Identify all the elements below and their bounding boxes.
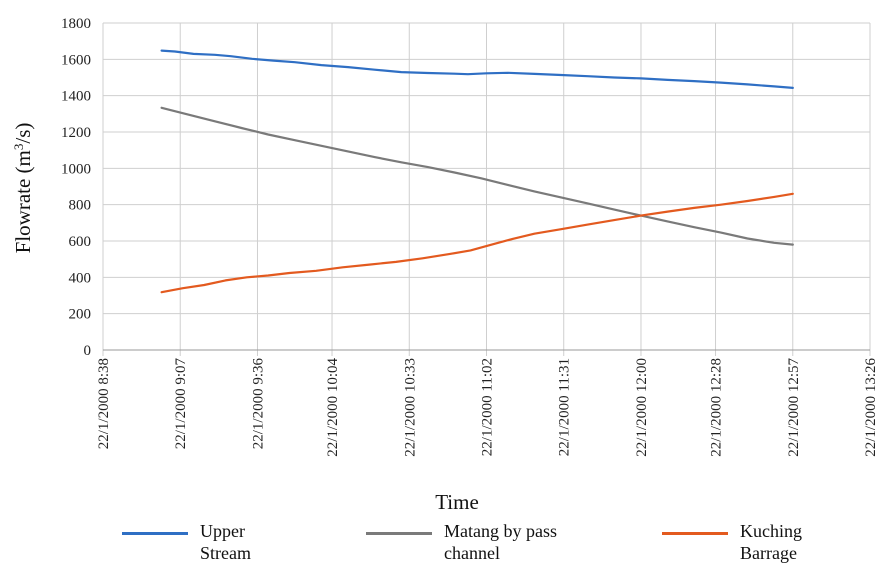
x-tick-label: 22/1/2000 9:07 [173, 358, 189, 450]
legend: Upper Stream Matang by pass channel Kuch… [0, 520, 891, 564]
y-tick-label: 800 [69, 198, 92, 214]
y-tick-label: 1000 [61, 161, 91, 177]
x-tick-label: 22/1/2000 9:36 [250, 358, 266, 450]
x-tick-label: 22/1/2000 12:28 [709, 358, 725, 457]
x-axis-ticks: 22/1/2000 8:38 22/1/2000 9:07 22/1/2000 9:… [96, 358, 879, 457]
grid [102, 22, 871, 356]
y-tick-label: 1200 [61, 125, 91, 141]
y-tick-label: 600 [69, 234, 92, 250]
legend-label-upper-stream: Upper Stream [200, 521, 251, 563]
y-tick-label: 400 [69, 270, 92, 286]
legend-swatch-kuching-barrage [662, 532, 728, 535]
x-axis-title: Time [435, 490, 479, 514]
legend-label-matang-by-pass: Matang by pass channel [444, 521, 557, 563]
y-tick-label: 1800 [61, 16, 91, 32]
series-lines [160, 49, 794, 294]
y-axis-title: Flowrate (m3/s) [11, 123, 35, 254]
legend-item-matang-by-pass: Matang by pass channel [366, 520, 557, 564]
series-line-matang-by-pass-channel [160, 106, 794, 246]
series-line-upper-stream [160, 49, 794, 89]
y-axis-ticks: 0 200 400 600 800 1000 1200 1400 1600 1800 [61, 16, 91, 359]
legend-label-kuching-barrage: Kuching Barrage [740, 521, 802, 563]
y-tick-label: 1600 [61, 52, 91, 68]
legend-item-upper-stream: Upper Stream [122, 520, 251, 564]
x-tick-label: 22/1/2000 8:38 [96, 358, 112, 449]
x-tick-label: 22/1/2000 12:00 [634, 358, 650, 457]
y-tick-label: 1400 [61, 89, 91, 105]
series-line-kuching-barrage [160, 192, 794, 294]
x-tick-label: 22/1/2000 12:57 [786, 358, 802, 457]
x-tick-label: 22/1/2000 13:26 [863, 358, 879, 457]
x-tick-label: 22/1/2000 10:04 [325, 358, 341, 457]
legend-swatch-upper-stream [122, 532, 188, 535]
y-tick-label: 200 [69, 307, 92, 323]
legend-swatch-matang-by-pass [366, 532, 432, 535]
x-tick-label: 22/1/2000 11:31 [557, 358, 573, 456]
x-tick-label: 22/1/2000 11:02 [480, 358, 496, 456]
line-chart: 0 200 400 600 800 1000 1200 1400 1600 1800 22/1/2… [11, 16, 879, 514]
y-tick-label: 0 [84, 343, 92, 359]
x-tick-label: 22/1/2000 10:33 [402, 358, 418, 457]
legend-item-kuching-barrage: Kuching Barrage [662, 520, 802, 564]
